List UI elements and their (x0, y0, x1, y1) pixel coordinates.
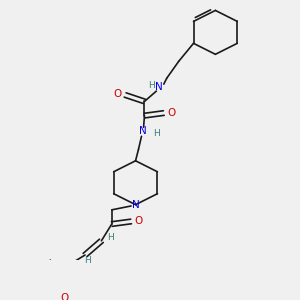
Text: N: N (139, 126, 147, 136)
Text: H: H (153, 129, 160, 138)
Text: N: N (132, 200, 140, 210)
Text: O: O (134, 217, 142, 226)
Text: O: O (60, 292, 68, 300)
Text: H: H (148, 81, 155, 90)
Text: H: H (85, 256, 92, 265)
Text: O: O (167, 108, 175, 118)
Text: O: O (114, 89, 122, 99)
Text: N: N (155, 82, 163, 92)
Text: H: H (107, 233, 114, 242)
